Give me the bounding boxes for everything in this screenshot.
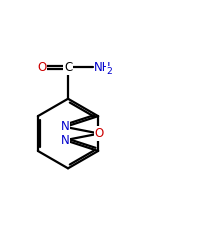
Text: 2: 2 [106,67,112,76]
Text: NH: NH [94,61,112,74]
Text: C: C [64,61,72,74]
Text: O: O [37,61,47,74]
Text: N: N [61,120,69,134]
Text: N: N [61,134,69,147]
Text: O: O [95,127,104,140]
